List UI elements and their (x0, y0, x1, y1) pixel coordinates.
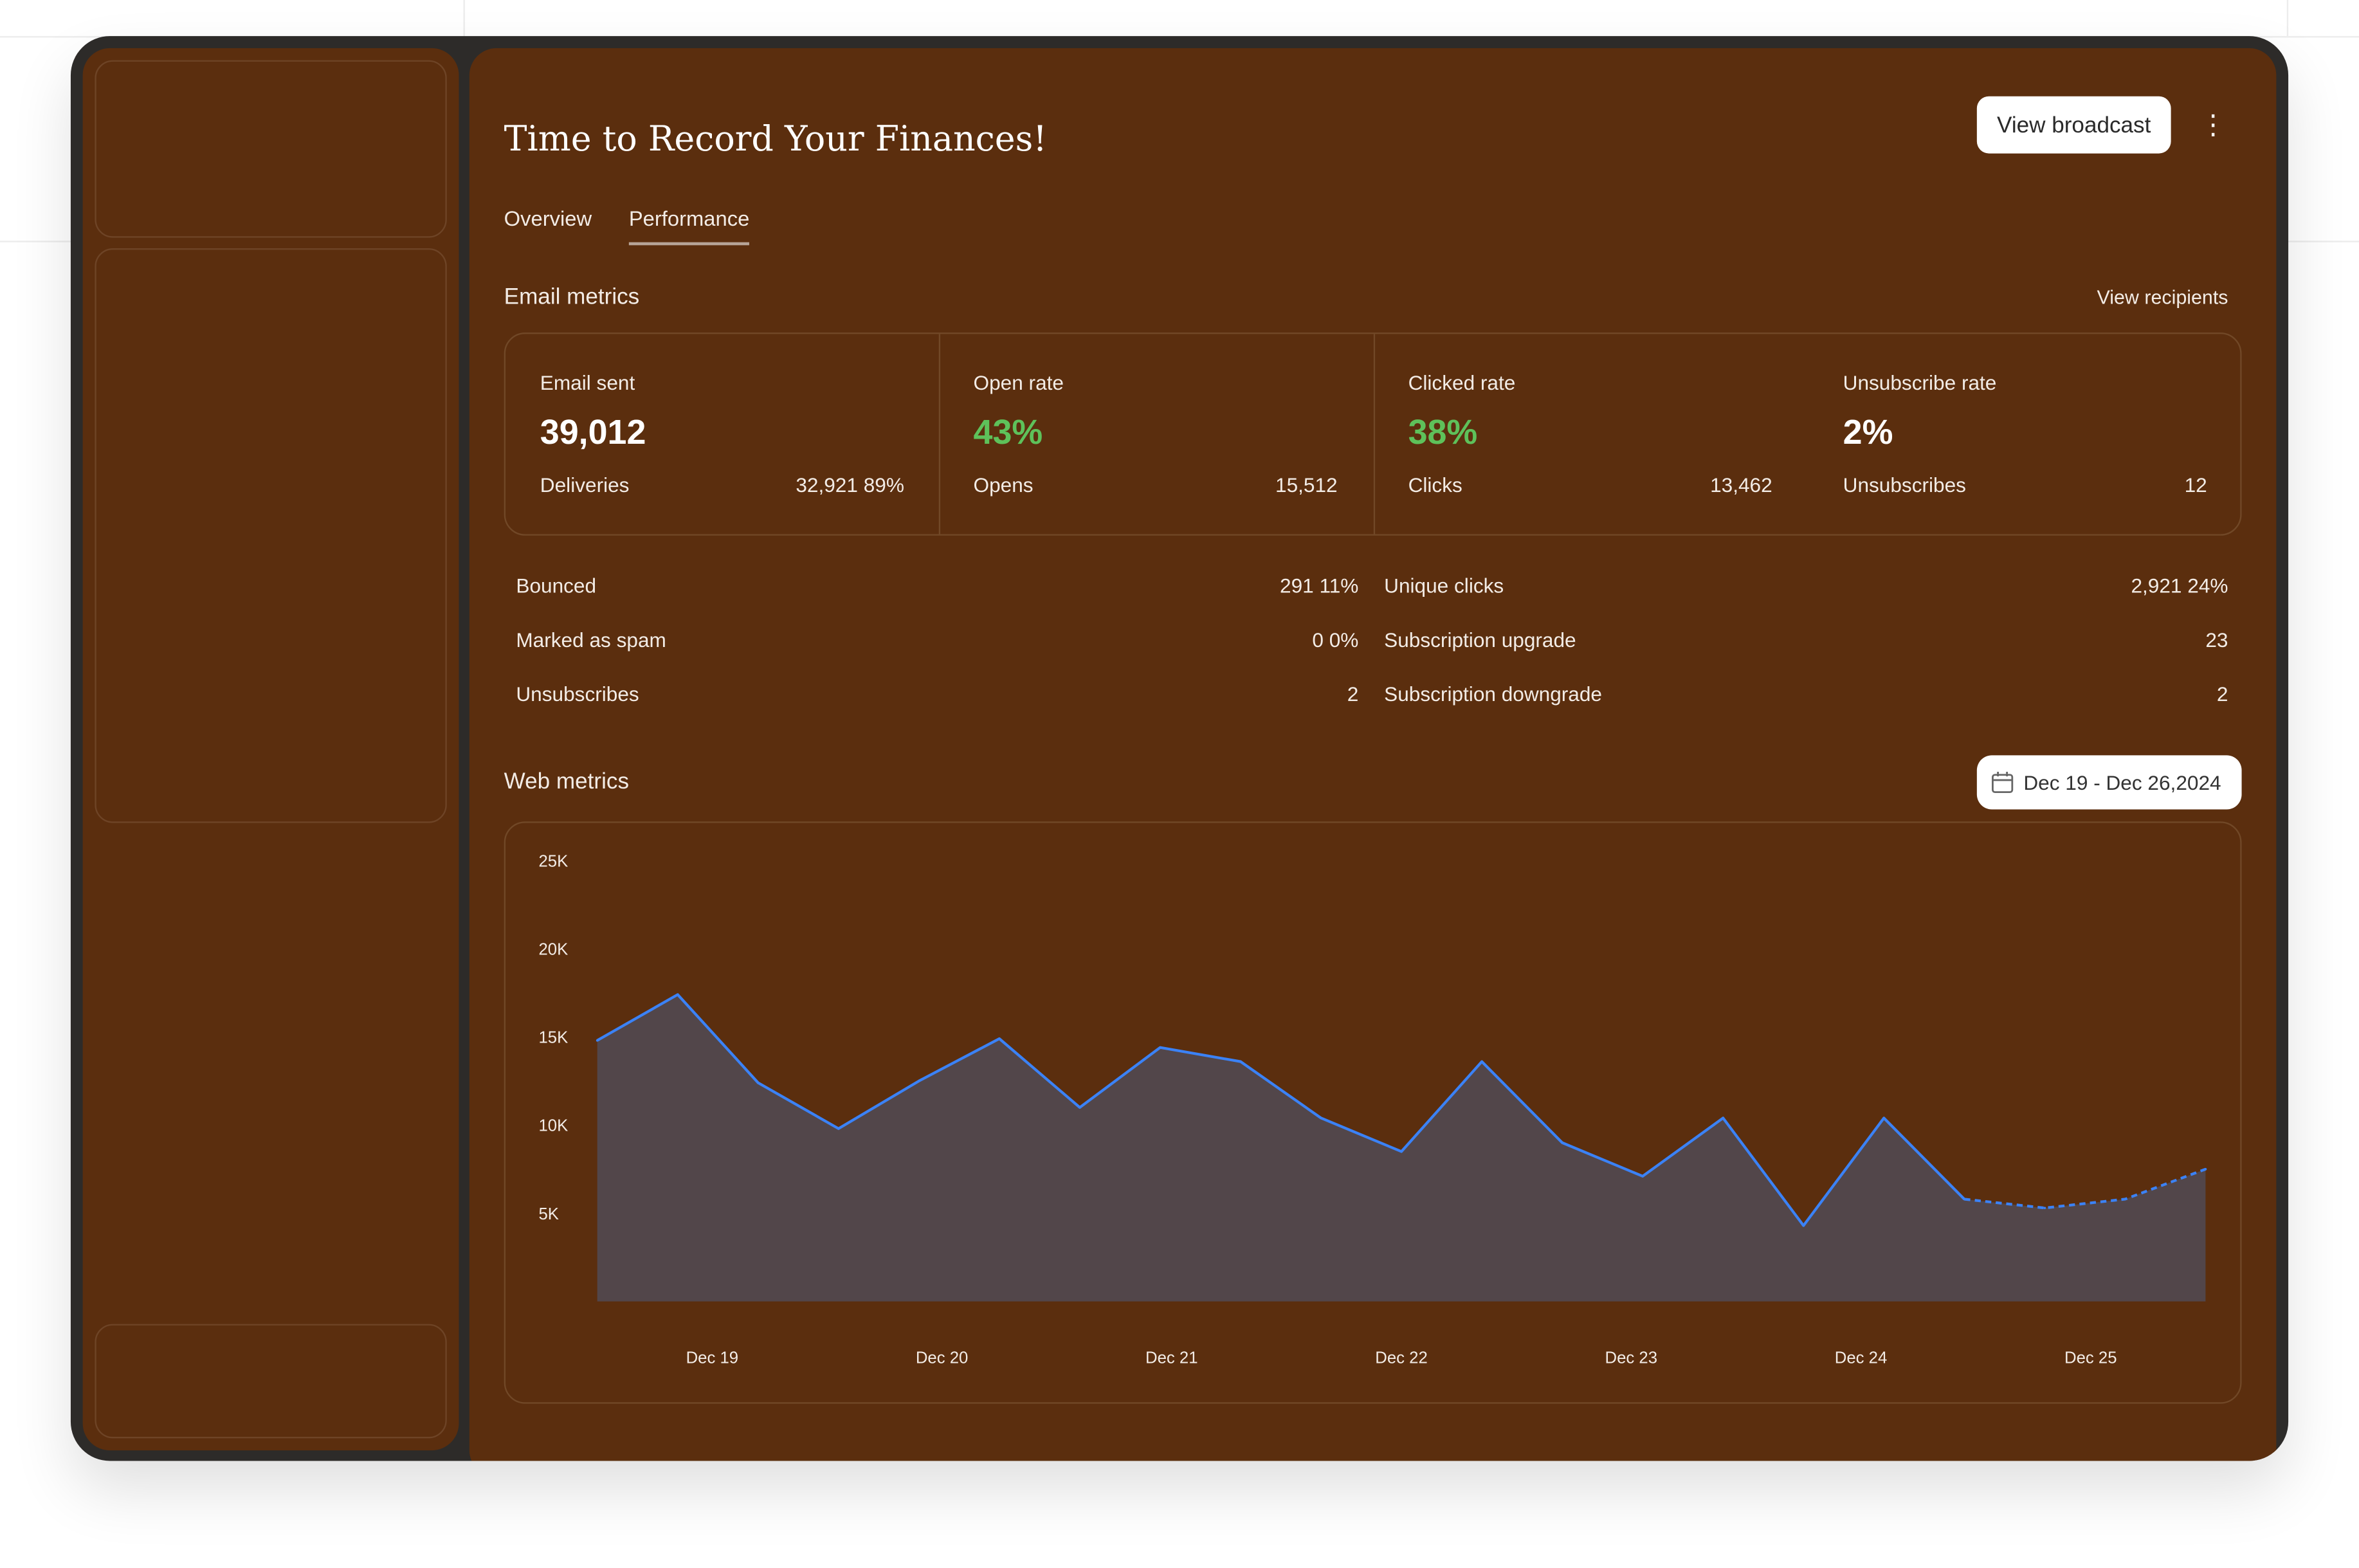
metric-value: 39,012 (540, 412, 646, 451)
metric-value: 43% (973, 412, 1043, 451)
sidebar-panel-bottom (95, 1324, 447, 1439)
metric-label: Unsubscribe rate (1843, 371, 1997, 394)
main-panel: Time to Record Your Finances! View broad… (469, 48, 2277, 1461)
page-title: Time to Record Your Finances! (504, 120, 1047, 160)
sidebar-panel-middle (95, 248, 447, 823)
metric-card-email-sent: Email sent 39,012 Deliveries 32,921 89% (506, 334, 940, 534)
stat-label-upgrade: Subscription upgrade (1384, 628, 1576, 652)
data-point (1802, 1224, 1805, 1227)
data-point (2124, 1198, 2127, 1201)
metric-card-unsubscribe-rate: Unsubscribe rate 2% Unsubscribes 12 (1808, 334, 2243, 534)
x-tick-label: Dec 24 (1835, 1349, 1888, 1367)
data-point (1159, 1046, 1161, 1049)
x-tick-label: Dec 23 (1605, 1349, 1658, 1367)
date-range-text: Dec 19 - Dec 26,2024 (2023, 770, 2221, 794)
y-tick-label: 10K (538, 1117, 568, 1135)
metric-sub-label: Unsubscribes (1843, 473, 1966, 497)
x-tick-label: Dec 22 (1375, 1349, 1428, 1367)
metric-sub-value: 15,512 (1275, 473, 1338, 497)
data-point (1641, 1174, 1644, 1178)
stat-value-spam: 0 0% (1312, 628, 1359, 652)
x-tick-label: Dec 19 (686, 1349, 739, 1367)
sidebar (82, 48, 459, 1451)
y-tick-label: 25K (538, 852, 568, 870)
web-metrics-chart: 5K 10K 15K 20K 25K Dec 19 Dec 20 Dec 21 Dec 22 De… (504, 821, 2242, 1404)
data-point (756, 1081, 760, 1084)
metric-sub-value: 12 (2184, 473, 2207, 497)
data-point (1561, 1141, 1564, 1144)
data-point (1400, 1150, 1403, 1153)
area-fill (597, 994, 2206, 1302)
metric-sub-label: Opens (973, 473, 1034, 497)
app-window: Time to Record Your Finances! View broad… (70, 36, 2289, 1461)
stat-label-unique-clicks: Unique clicks (1384, 574, 1504, 597)
stat-label-downgrade: Subscription downgrade (1384, 683, 1602, 706)
tab-overview[interactable]: Overview (504, 206, 592, 230)
web-metrics-heading: Web metrics (504, 769, 630, 795)
y-tick-label: 20K (538, 941, 568, 959)
x-tick-label: Dec 25 (2064, 1349, 2117, 1367)
stat-value-upgrade: 23 (2205, 628, 2228, 652)
data-point (998, 1037, 1001, 1040)
chart-svg: 5K 10K 15K 20K 25K Dec 19 Dec 20 Dec 21 Dec 22 De… (538, 852, 2207, 1367)
stat-value-downgrade: 2 (2216, 683, 2228, 706)
metric-sub-value: 13,462 (1710, 473, 1772, 497)
metric-label: Clicked rate (1408, 371, 1516, 394)
metric-label: Open rate (973, 371, 1064, 394)
sidebar-panel-top (95, 60, 447, 238)
series-line-projected (1964, 1167, 2207, 1210)
stat-value-unique-clicks: 2,921 24% (2131, 574, 2228, 597)
more-vertical-icon[interactable]: ⋮ (2200, 109, 2227, 140)
stat-value-unsubscribes: 2 (1347, 683, 1359, 706)
data-point (1963, 1198, 1966, 1201)
metric-sub-label: Deliveries (540, 473, 630, 497)
email-metrics-heading: Email metrics (504, 284, 640, 310)
series-line (596, 993, 1965, 1227)
data-point (1079, 1106, 1081, 1109)
data-point (1480, 1060, 1483, 1063)
metric-sub-label: Clicks (1408, 473, 1462, 497)
metric-value: 38% (1408, 412, 1478, 451)
stat-label-bounced: Bounced (516, 574, 597, 597)
data-point (2204, 1167, 2207, 1171)
data-point (596, 1039, 599, 1042)
data-point (917, 1079, 920, 1082)
email-metrics-cards: Email sent 39,012 Deliveries 32,921 89% … (504, 332, 2243, 536)
stat-value-bounced: 291 11% (1280, 574, 1359, 597)
metric-label: Email sent (540, 371, 635, 394)
metric-value: 2% (1843, 412, 1893, 451)
metric-card-clicked-rate: Clicked rate 38% Clicks 13,462 (1374, 334, 1808, 534)
y-tick-label: 5K (538, 1205, 558, 1223)
data-point (1320, 1117, 1322, 1120)
date-range-picker[interactable]: Dec 19 - Dec 26,2024 (1976, 755, 2242, 810)
view-recipients-link[interactable]: View recipients (2097, 286, 2228, 309)
tab-performance[interactable]: Performance (628, 206, 750, 246)
y-tick-label: 15K (538, 1029, 568, 1047)
data-point (837, 1127, 840, 1130)
data-point (2043, 1207, 2046, 1210)
metric-sub-value: 32,921 89% (796, 473, 904, 497)
calendar-icon (1991, 772, 2014, 794)
data-point (1882, 1117, 1886, 1120)
view-broadcast-button[interactable]: View broadcast (1976, 96, 2171, 154)
data-point (1722, 1117, 1725, 1120)
metric-card-open-rate: Open rate 43% Opens 15,512 (939, 334, 1374, 534)
divider (938, 334, 941, 534)
stat-label-spam: Marked as spam (516, 628, 666, 652)
data-point (1239, 1060, 1242, 1063)
stat-label-unsubscribes: Unsubscribes (516, 683, 639, 706)
x-tick-label: Dec 21 (1145, 1349, 1198, 1367)
x-tick-label: Dec 20 (916, 1349, 969, 1367)
divider (1373, 334, 1376, 534)
data-point (676, 993, 679, 996)
